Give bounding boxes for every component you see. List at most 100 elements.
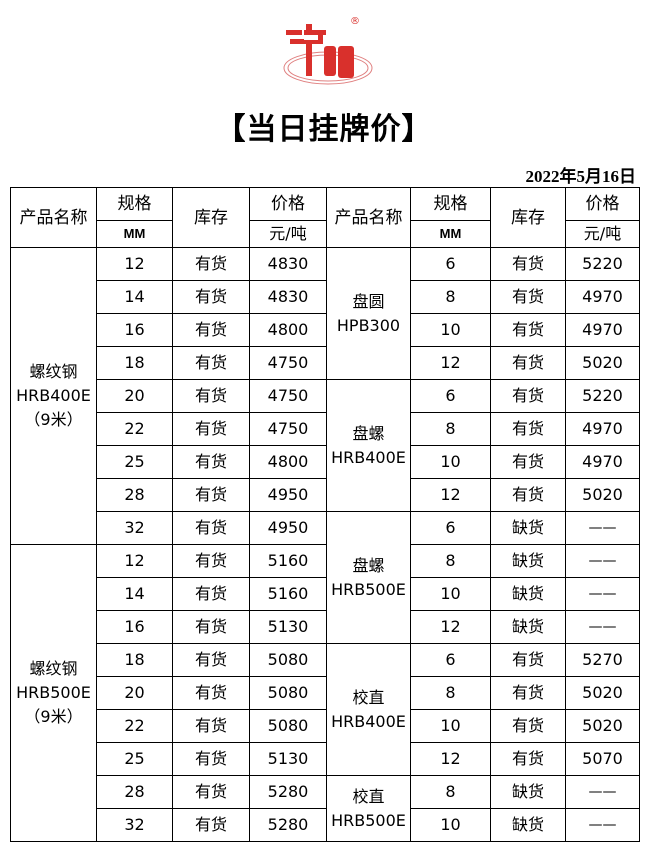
price-cell: 4970 <box>565 313 640 347</box>
header-spec-unit: MM <box>410 220 491 248</box>
spec-cell: 14 <box>96 577 173 611</box>
price-cell: 5080 <box>249 676 327 710</box>
stock-cell: 有货 <box>172 577 250 611</box>
spec-cell: 12 <box>96 544 173 578</box>
spec-cell: 10 <box>410 313 491 347</box>
stock-cell: 有货 <box>172 313 250 347</box>
spec-cell: 6 <box>410 511 491 545</box>
price-cell: 5080 <box>249 709 327 743</box>
spec-cell: 12 <box>410 610 491 644</box>
spec-cell: 8 <box>410 544 491 578</box>
header-product: 产品名称 <box>326 187 411 248</box>
header-product: 产品名称 <box>10 187 97 248</box>
spec-cell: 20 <box>96 379 173 413</box>
stock-cell: 有货 <box>490 379 566 413</box>
spec-cell: 32 <box>96 511 173 545</box>
header-row: 产品名称 规格 库存 价格 产品名称 规格 库存 价格 <box>10 187 640 248</box>
price-cell: 4750 <box>249 412 327 446</box>
table-row: 22 有货 5080 10 有货 5020 <box>11 709 640 743</box>
stock-cell: 有货 <box>172 379 250 413</box>
product-name-cell: 校直 HRB400E <box>326 643 411 776</box>
spec-cell: 6 <box>410 247 491 281</box>
price-cell: 5130 <box>249 742 327 776</box>
product-name-line: （9米） <box>24 410 83 429</box>
stock-cell: 缺货 <box>490 610 566 644</box>
spec-cell: 6 <box>410 643 491 677</box>
stock-cell: 有货 <box>172 280 250 314</box>
product-name-line: HRB500E <box>16 683 91 702</box>
header-price: 价格 <box>249 187 327 221</box>
price-cell: 5280 <box>249 775 327 809</box>
price-cell: 4950 <box>249 511 327 545</box>
spec-cell: 16 <box>96 313 173 347</box>
price-cell: 4830 <box>249 247 327 281</box>
table-row: 20 有货 5080 8 有货 5020 <box>11 676 640 710</box>
stock-cell: 有货 <box>490 247 566 281</box>
spec-cell: 28 <box>96 478 173 512</box>
header-price-unit: 元/吨 <box>249 220 327 248</box>
price-cell: 5160 <box>249 577 327 611</box>
stock-cell: 有货 <box>172 445 250 479</box>
stock-cell: 有货 <box>490 346 566 380</box>
spec-cell: 10 <box>410 808 491 842</box>
stock-cell: 有货 <box>172 478 250 512</box>
header-price: 价格 <box>565 187 640 221</box>
stock-cell: 有货 <box>172 643 250 677</box>
price-cell: 4830 <box>249 280 327 314</box>
header-spec: 规格 <box>410 187 491 221</box>
stock-cell: 有货 <box>172 742 250 776</box>
stock-cell: 有货 <box>490 280 566 314</box>
product-name-line: HRB400E <box>331 711 406 731</box>
product-name-cell: 盘螺 HRB500E <box>326 511 411 644</box>
price-cell: —— <box>565 511 640 545</box>
table-row: 25 有货 4800 10 有货 4970 <box>11 445 640 479</box>
price-cell: 4800 <box>249 445 327 479</box>
price-cell: —— <box>565 577 640 611</box>
stock-cell: 有货 <box>172 610 250 644</box>
price-cell: 4970 <box>565 445 640 479</box>
stock-cell: 有货 <box>490 676 566 710</box>
price-cell: 5130 <box>249 610 327 644</box>
stock-cell: 缺货 <box>490 808 566 842</box>
spec-cell: 8 <box>410 775 491 809</box>
spec-cell: 8 <box>410 412 491 446</box>
price-cell: 4970 <box>565 280 640 314</box>
spec-cell: 25 <box>96 445 173 479</box>
header-spec-unit: MM <box>96 220 173 248</box>
table-row: 25 有货 5130 12 有货 5070 <box>11 742 640 776</box>
spec-cell: 8 <box>410 280 491 314</box>
price-cell: —— <box>565 808 640 842</box>
price-cell: 5020 <box>565 676 640 710</box>
stock-cell: 有货 <box>172 676 250 710</box>
price-cell: 5220 <box>565 247 640 281</box>
table-row: 32 有货 5280 10 缺货 —— <box>11 808 640 842</box>
spec-cell: 10 <box>410 445 491 479</box>
spec-cell: 10 <box>410 709 491 743</box>
spec-cell: 14 <box>96 280 173 314</box>
stock-cell: 有货 <box>172 709 250 743</box>
header-stock: 库存 <box>172 187 250 248</box>
stock-cell: 有货 <box>172 511 250 545</box>
table-row: 20 有货 4750 盘螺 HRB400E 6 有货 5220 <box>11 379 640 512</box>
stock-cell: 缺货 <box>490 511 566 545</box>
stock-cell: 有货 <box>490 742 566 776</box>
spec-cell: 18 <box>96 643 173 677</box>
spec-cell: 12 <box>410 478 491 512</box>
product-name-line: HRB500E <box>331 579 406 599</box>
price-cell: 5160 <box>249 544 327 578</box>
product-name-cell: 盘螺 HRB400E <box>326 379 411 512</box>
registered-mark: ® <box>350 16 360 27</box>
spec-cell: 8 <box>410 676 491 710</box>
price-cell: 5020 <box>565 346 640 380</box>
table-row: 22 有货 4750 8 有货 4970 <box>11 412 640 446</box>
spec-cell: 22 <box>96 412 173 446</box>
price-cell: 4750 <box>249 346 327 380</box>
price-cell: 4800 <box>249 313 327 347</box>
stock-cell: 有货 <box>172 346 250 380</box>
price-cell: 5020 <box>565 478 640 512</box>
price-cell: 5280 <box>249 808 327 842</box>
table-row: 18 有货 5080 校直 HRB400E 6 有货 5270 <box>11 643 640 776</box>
price-cell: 5070 <box>565 742 640 776</box>
product-name-line: HRB400E <box>331 447 406 467</box>
product-name-line: HRB500E <box>331 810 406 830</box>
